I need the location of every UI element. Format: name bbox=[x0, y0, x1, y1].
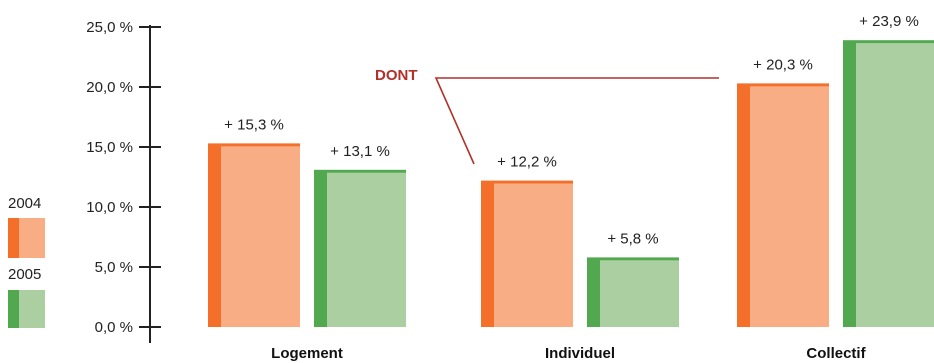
data-labels: + 15,3 % + 13,1 % + 12,2 % + 5,8 % + 20,3 % +… bbox=[224, 13, 919, 247]
bar-top-edge bbox=[750, 83, 829, 87]
bar-top-edge bbox=[494, 180, 573, 184]
y-ticks: 0,0 % 5,0 % 10,0 % 15,0 % 20,0 % 25,0 % bbox=[86, 19, 161, 336]
bar-shade bbox=[843, 40, 856, 327]
legend-swatch-2005-dark bbox=[8, 290, 19, 328]
bar-top-edge bbox=[221, 143, 300, 147]
legend-label-2005: 2005 bbox=[8, 266, 41, 283]
category-label: Logement bbox=[271, 345, 343, 362]
y-tick-label: 5,0 % bbox=[95, 259, 133, 276]
bar-2005-collectif bbox=[843, 40, 934, 327]
category-labels: Logement Individuel Collectif bbox=[271, 345, 866, 362]
annotation-leader-line bbox=[434, 77, 719, 165]
legend: 2004 2005 bbox=[8, 195, 45, 328]
data-label: + 20,3 % bbox=[753, 56, 813, 73]
bar-top-edge bbox=[856, 40, 934, 44]
data-label: + 23,9 % bbox=[859, 13, 919, 30]
bar-fill bbox=[494, 183, 573, 327]
bar-shade bbox=[208, 143, 221, 327]
legend-label-2004: 2004 bbox=[8, 195, 41, 212]
data-label: + 15,3 % bbox=[224, 116, 284, 133]
legend-swatch-2004-light bbox=[19, 218, 45, 258]
annotation: DONT bbox=[375, 67, 719, 165]
bar-2005-logement bbox=[314, 169, 406, 327]
data-label: + 13,1 % bbox=[330, 143, 390, 160]
bar-fill bbox=[221, 146, 300, 327]
annotation-dont: DONT bbox=[375, 67, 418, 84]
bar-shade bbox=[481, 180, 494, 327]
bar-2004-logement bbox=[208, 143, 300, 327]
y-tick-label: 15,0 % bbox=[86, 139, 133, 156]
bar-fill bbox=[750, 86, 829, 328]
bar-2005-individuel bbox=[587, 257, 679, 327]
bar-shade bbox=[587, 257, 600, 327]
legend-swatch-2005-light bbox=[19, 290, 45, 328]
category-label: Collectif bbox=[806, 345, 866, 362]
y-tick-label: 20,0 % bbox=[86, 79, 133, 96]
bars bbox=[208, 40, 934, 328]
bar-shade bbox=[737, 83, 750, 328]
y-tick-label: 25,0 % bbox=[86, 19, 133, 36]
y-tick-label: 10,0 % bbox=[86, 199, 133, 216]
data-label: + 5,8 % bbox=[607, 230, 658, 247]
category-label: Individuel bbox=[545, 345, 615, 362]
bar-fill bbox=[856, 43, 934, 327]
bar-fill bbox=[600, 260, 679, 327]
y-tick-label: 0,0 % bbox=[95, 319, 133, 336]
bar-shade bbox=[314, 169, 327, 327]
bar-2004-collectif bbox=[737, 83, 829, 328]
legend-swatch-2004-dark bbox=[8, 218, 19, 258]
bar-fill bbox=[327, 172, 406, 327]
bar-top-edge bbox=[327, 169, 406, 173]
bar-top-edge bbox=[600, 257, 679, 261]
data-label: + 12,2 % bbox=[497, 154, 557, 171]
bar-2004-individuel bbox=[481, 180, 573, 327]
